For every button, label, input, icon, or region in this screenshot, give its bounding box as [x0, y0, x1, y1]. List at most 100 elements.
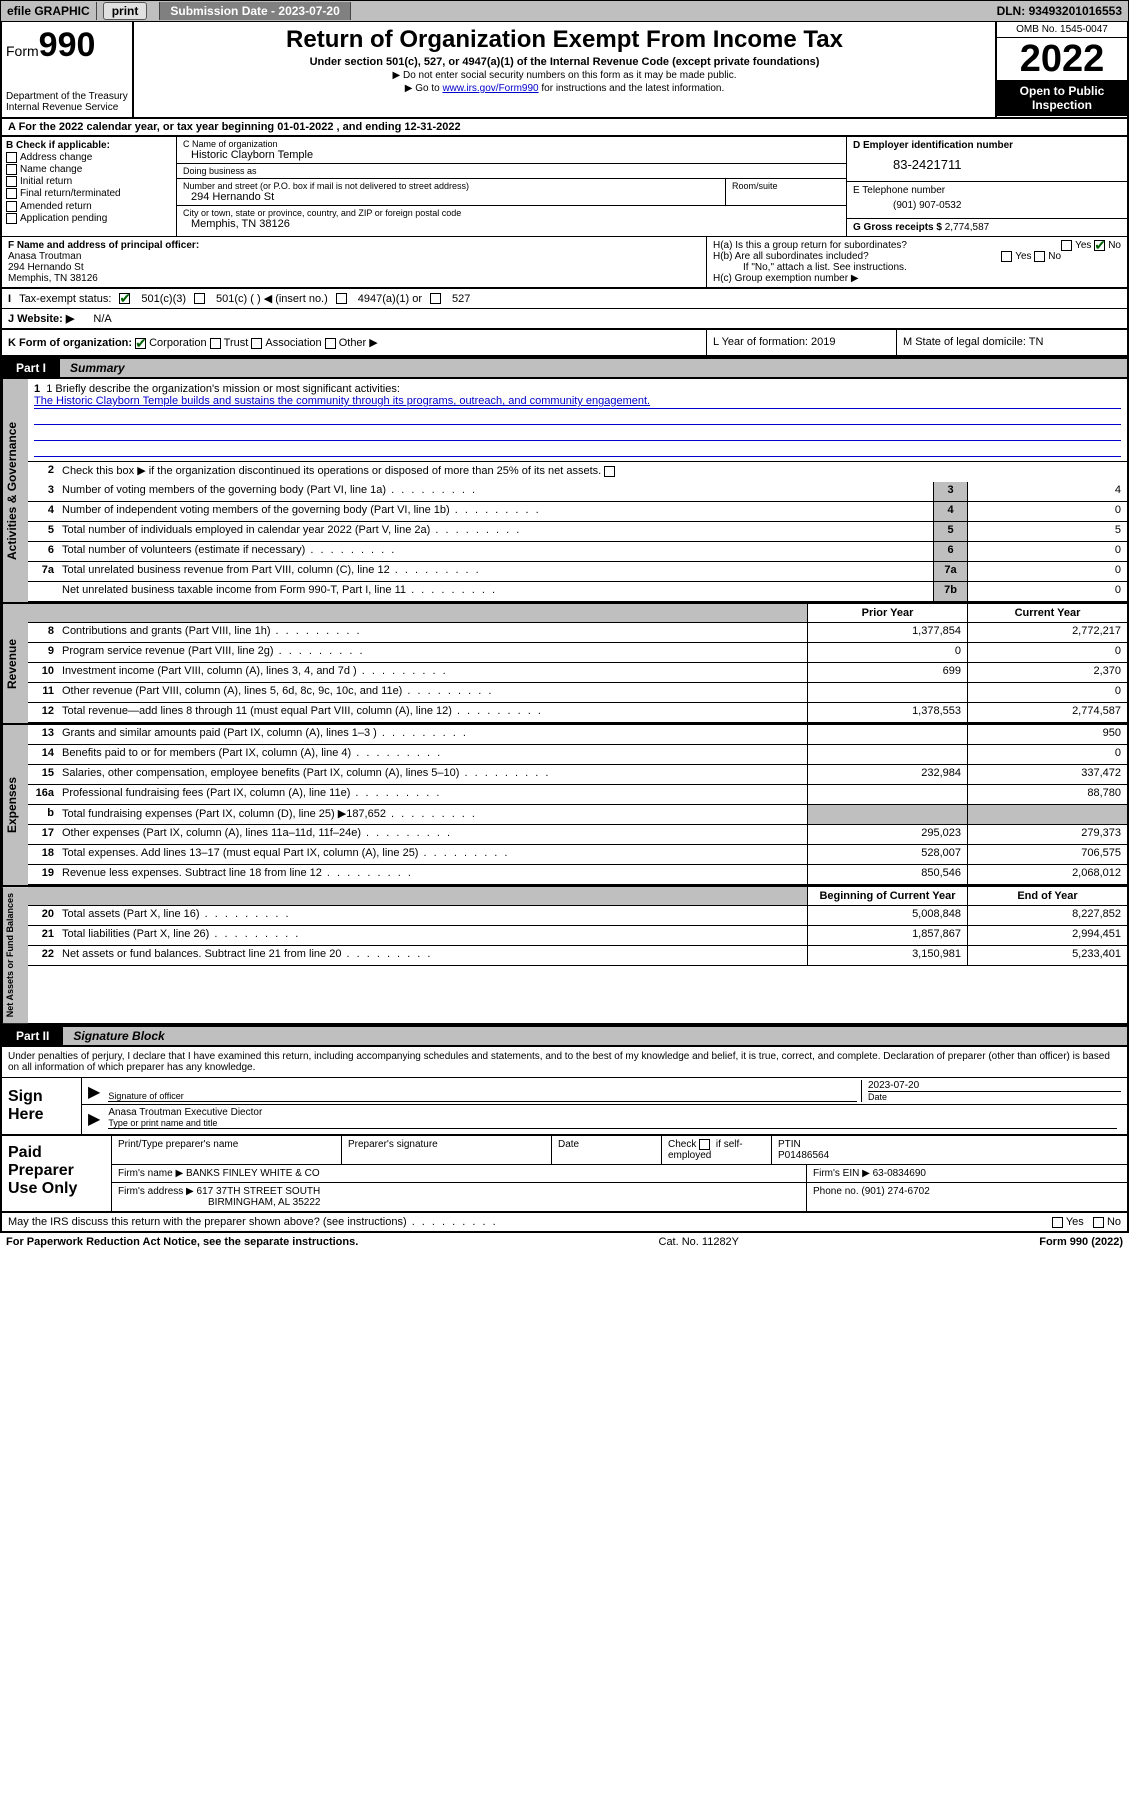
row-k-form-org: K Form of organization: Corporation Trus…	[0, 330, 1129, 357]
data-line: bTotal fundraising expenses (Part IX, co…	[28, 805, 1127, 825]
col-b-checkboxes: B Check if applicable: Address change Na…	[2, 137, 177, 236]
chk-hb-yes[interactable]	[1001, 251, 1012, 262]
chk-hb-no[interactable]	[1034, 251, 1045, 262]
goto-note: ▶ Go to www.irs.gov/Form990 for instruct…	[142, 83, 987, 94]
col-beginning-year: Beginning of Current Year	[807, 887, 967, 905]
col-d-ein-phone: D Employer identification number 83-2421…	[847, 137, 1127, 236]
row-fh: F Name and address of principal officer:…	[0, 236, 1129, 289]
data-line: 14Benefits paid to or for members (Part …	[28, 745, 1127, 765]
street-address: 294 Hernando St	[183, 191, 719, 203]
mission-block: 1 1 Briefly describe the organization's …	[28, 379, 1127, 462]
col-end-year: End of Year	[967, 887, 1127, 905]
gov-line: 6Total number of volunteers (estimate if…	[28, 542, 1127, 562]
chk-amended[interactable]	[6, 201, 17, 212]
chk-address-change[interactable]	[6, 152, 17, 163]
chk-final-return[interactable]	[6, 188, 17, 199]
data-line: 22Net assets or fund balances. Subtract …	[28, 946, 1127, 966]
vtab-net-assets: Net Assets or Fund Balances	[2, 887, 28, 1023]
firm-addr: 617 37TH STREET SOUTH	[197, 1186, 321, 1197]
officer-name-title: Anasa Troutman Executive Diector	[108, 1107, 1117, 1118]
gov-line: 7aTotal unrelated business revenue from …	[28, 562, 1127, 582]
block-bcd: B Check if applicable: Address change Na…	[0, 137, 1129, 236]
phone: (901) 907-0532	[853, 196, 1121, 215]
print-button[interactable]: print	[103, 2, 148, 20]
section-revenue: Revenue Prior Year Current Year 8Contrib…	[0, 604, 1129, 725]
chk-501c3[interactable]	[119, 293, 130, 304]
data-line: 9Program service revenue (Part VIII, lin…	[28, 643, 1127, 663]
gov-line: Net unrelated business taxable income fr…	[28, 582, 1127, 602]
form-subtitle: Under section 501(c), 527, or 4947(a)(1)…	[142, 56, 987, 68]
ein: 83-2421711	[853, 151, 1121, 178]
tax-year: 2022	[997, 38, 1127, 80]
chk-trust[interactable]	[210, 338, 221, 349]
signature-block: Under penalties of perjury, I declare th…	[0, 1047, 1129, 1136]
col-prior-year: Prior Year	[807, 604, 967, 622]
org-name: Historic Clayborn Temple	[183, 149, 840, 161]
chk-other[interactable]	[325, 338, 336, 349]
data-line: 12Total revenue—add lines 8 through 11 (…	[28, 703, 1127, 723]
section-governance: Activities & Governance 1 1 Briefly desc…	[0, 379, 1129, 604]
chk-ha-yes[interactable]	[1061, 240, 1072, 251]
col-c-org-info: C Name of organization Historic Clayborn…	[177, 137, 847, 236]
row-j-website: J Website: ▶ N/A	[0, 309, 1129, 330]
vtab-revenue: Revenue	[2, 604, 28, 723]
form-title: Return of Organization Exempt From Incom…	[142, 26, 987, 54]
mission-text: The Historic Clayborn Temple builds and …	[34, 395, 1121, 409]
row-i-tax-status: ITax-exempt status: 501(c)(3) 501(c) ( )…	[0, 289, 1129, 309]
chk-ha-no[interactable]	[1094, 240, 1105, 251]
perjury-declaration: Under penalties of perjury, I declare th…	[2, 1047, 1127, 1078]
col-current-year: Current Year	[967, 604, 1127, 622]
chk-501c[interactable]	[194, 293, 205, 304]
data-line: 11Other revenue (Part VIII, column (A), …	[28, 683, 1127, 703]
chk-corp[interactable]	[135, 338, 146, 349]
data-line: 21Total liabilities (Part X, line 26)1,8…	[28, 926, 1127, 946]
chk-discuss-no[interactable]	[1093, 1217, 1104, 1228]
form-ref: Form 990 (2022)	[1039, 1236, 1123, 1248]
section-expenses: Expenses 13Grants and similar amounts pa…	[0, 725, 1129, 887]
chk-4947[interactable]	[336, 293, 347, 304]
gov-line: 5Total number of individuals employed in…	[28, 522, 1127, 542]
footer-final: For Paperwork Reduction Act Notice, see …	[0, 1233, 1129, 1251]
year-formation: L Year of formation: 2019	[707, 330, 897, 355]
paid-preparer-block: Paid Preparer Use Only Print/Type prepar…	[0, 1136, 1129, 1213]
chk-527[interactable]	[430, 293, 441, 304]
data-line: 10Investment income (Part VIII, column (…	[28, 663, 1127, 683]
vtab-governance: Activities & Governance	[2, 379, 28, 602]
data-line: 18Total expenses. Add lines 13–17 (must …	[28, 845, 1127, 865]
officer-name: Anasa Troutman	[8, 251, 81, 262]
topbar: efile GRAPHIC print Submission Date - 20…	[0, 0, 1129, 22]
chk-name-change[interactable]	[6, 164, 17, 175]
row-a-period: A For the 2022 calendar year, or tax yea…	[0, 119, 1129, 137]
ptin: P01486564	[778, 1150, 829, 1161]
chk-self-employed[interactable]	[699, 1139, 710, 1150]
efile-label: efile GRAPHIC	[1, 2, 97, 20]
chk-discontinued[interactable]	[604, 466, 615, 477]
website: N/A	[93, 313, 111, 325]
sig-date-value: 2023-07-20	[868, 1080, 1121, 1091]
section-net-assets: Net Assets or Fund Balances Beginning of…	[0, 887, 1129, 1025]
chk-assoc[interactable]	[251, 338, 262, 349]
data-line: 17Other expenses (Part IX, column (A), l…	[28, 825, 1127, 845]
irs-link[interactable]: www.irs.gov/Form990	[442, 83, 538, 94]
dept-treasury: Department of the Treasury	[6, 91, 128, 102]
state-domicile: M State of legal domicile: TN	[897, 330, 1127, 355]
open-public-badge: Open to Public Inspection	[997, 80, 1127, 116]
form-header: Form990 Department of the Treasury Inter…	[0, 22, 1129, 119]
chk-initial-return[interactable]	[6, 176, 17, 187]
gov-line: 3Number of voting members of the governi…	[28, 482, 1127, 502]
preparer-phone: (901) 274-6702	[861, 1186, 929, 1197]
omb-number: OMB No. 1545-0047	[997, 22, 1127, 38]
data-line: 16aProfessional fundraising fees (Part I…	[28, 785, 1127, 805]
firm-ein: 63-0834690	[873, 1168, 926, 1179]
gov-line: 4Number of independent voting members of…	[28, 502, 1127, 522]
vtab-expenses: Expenses	[2, 725, 28, 885]
ssn-note: ▶ Do not enter social security numbers o…	[142, 70, 987, 81]
footer-discuss: May the IRS discuss this return with the…	[0, 1213, 1129, 1233]
data-line: 20Total assets (Part X, line 16)5,008,84…	[28, 906, 1127, 926]
gross-receipts: 2,774,587	[945, 222, 990, 233]
chk-app-pending[interactable]	[6, 213, 17, 224]
part2-header: Part II Signature Block	[0, 1025, 1129, 1047]
chk-discuss-yes[interactable]	[1052, 1217, 1063, 1228]
data-line: 13Grants and similar amounts paid (Part …	[28, 725, 1127, 745]
data-line: 15Salaries, other compensation, employee…	[28, 765, 1127, 785]
